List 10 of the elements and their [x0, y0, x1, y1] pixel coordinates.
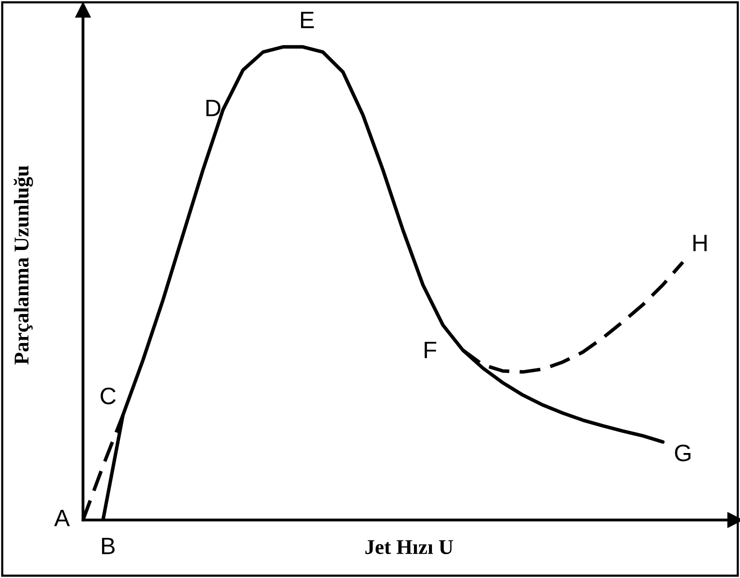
text: A — [54, 510, 70, 526]
text: E — [301, 12, 314, 28]
annotation: D — [206, 100, 220, 116]
annotation: F — [424, 342, 436, 358]
annotation: G — [675, 444, 690, 462]
annotation: H — [693, 234, 707, 252]
y-axis-title: Parçalanma Uzunluğu — [14, 166, 33, 364]
annotation: C — [100, 388, 116, 404]
x-axis-title: Jet Hızı U — [365, 540, 454, 554]
text: B — [102, 538, 115, 554]
